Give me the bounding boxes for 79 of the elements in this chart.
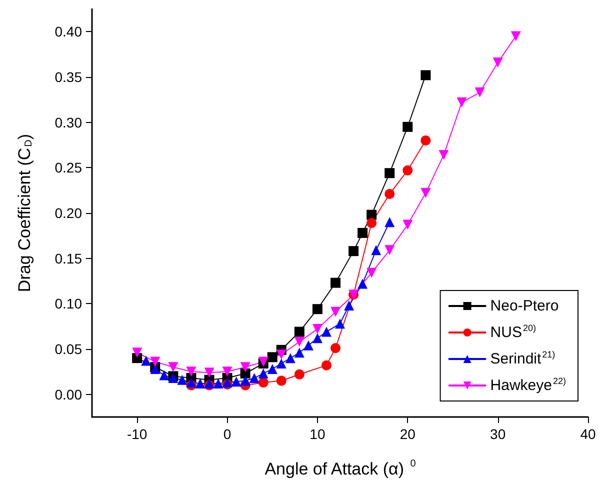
point [213, 378, 224, 388]
legend-label: Neo-Ptero [490, 298, 559, 314]
point [321, 326, 332, 337]
point [186, 378, 196, 388]
y-tick-label: 0.00 [54, 386, 82, 402]
x-axis-title: Angle of Attack (α) 0 [264, 458, 416, 478]
point [312, 333, 322, 344]
point [344, 300, 354, 310]
point [321, 360, 332, 370]
point [240, 362, 250, 372]
x-tick-label: 20 [400, 426, 416, 442]
point [330, 343, 340, 354]
point [335, 318, 345, 329]
point [204, 368, 214, 378]
point [438, 150, 449, 160]
point [276, 349, 286, 360]
point [258, 368, 268, 378]
y-axis-title: Drag Coefficient (CD) [15, 134, 34, 292]
point [420, 188, 431, 198]
point [358, 228, 368, 238]
point [276, 358, 286, 369]
point [141, 356, 152, 366]
point [132, 348, 142, 358]
point [150, 356, 160, 367]
point [384, 245, 395, 256]
point [384, 188, 395, 199]
point [249, 373, 260, 384]
x-tick-label: -10 [126, 426, 148, 442]
point [159, 370, 170, 380]
point [366, 218, 377, 228]
x-tick-label: 30 [490, 426, 506, 442]
y-tick-label: 0.15 [54, 250, 82, 266]
point [240, 376, 250, 386]
point [177, 374, 188, 385]
y-tick-label: 0.10 [54, 296, 82, 312]
point [366, 268, 377, 278]
point [330, 278, 340, 288]
point [312, 304, 322, 314]
point [294, 369, 304, 380]
point [330, 306, 340, 317]
point [294, 336, 304, 347]
point [240, 368, 250, 378]
x-tick-label: 10 [310, 426, 326, 442]
point [474, 87, 485, 98]
y-tick-label: 0.05 [54, 341, 82, 357]
point [303, 340, 314, 350]
point [384, 168, 395, 178]
point [222, 366, 232, 377]
point [312, 324, 322, 334]
x-tick-label: 0 [223, 426, 232, 442]
point [420, 70, 431, 80]
point [294, 326, 304, 337]
y-tick-label: 0.40 [54, 24, 82, 40]
point [231, 376, 242, 387]
y-tick-label: 0.20 [54, 205, 82, 221]
point [267, 364, 278, 374]
point [168, 362, 178, 372]
point [276, 376, 286, 386]
point [456, 97, 467, 108]
point [358, 278, 368, 289]
point [294, 348, 304, 358]
point [348, 246, 359, 256]
point [402, 165, 413, 176]
y-tick-label: 0.25 [54, 160, 82, 176]
y-tick-label: 0.30 [54, 114, 82, 130]
point [258, 378, 268, 388]
point [510, 31, 521, 42]
point [402, 122, 413, 132]
y-tick-label: 0.35 [54, 69, 82, 85]
x-tick-label: 40 [580, 426, 596, 442]
point [402, 220, 413, 230]
point [186, 366, 196, 377]
point [285, 353, 296, 364]
point [420, 135, 431, 146]
point [267, 352, 278, 362]
point [371, 245, 382, 256]
point [492, 57, 503, 68]
point [195, 378, 206, 388]
point [384, 217, 395, 228]
